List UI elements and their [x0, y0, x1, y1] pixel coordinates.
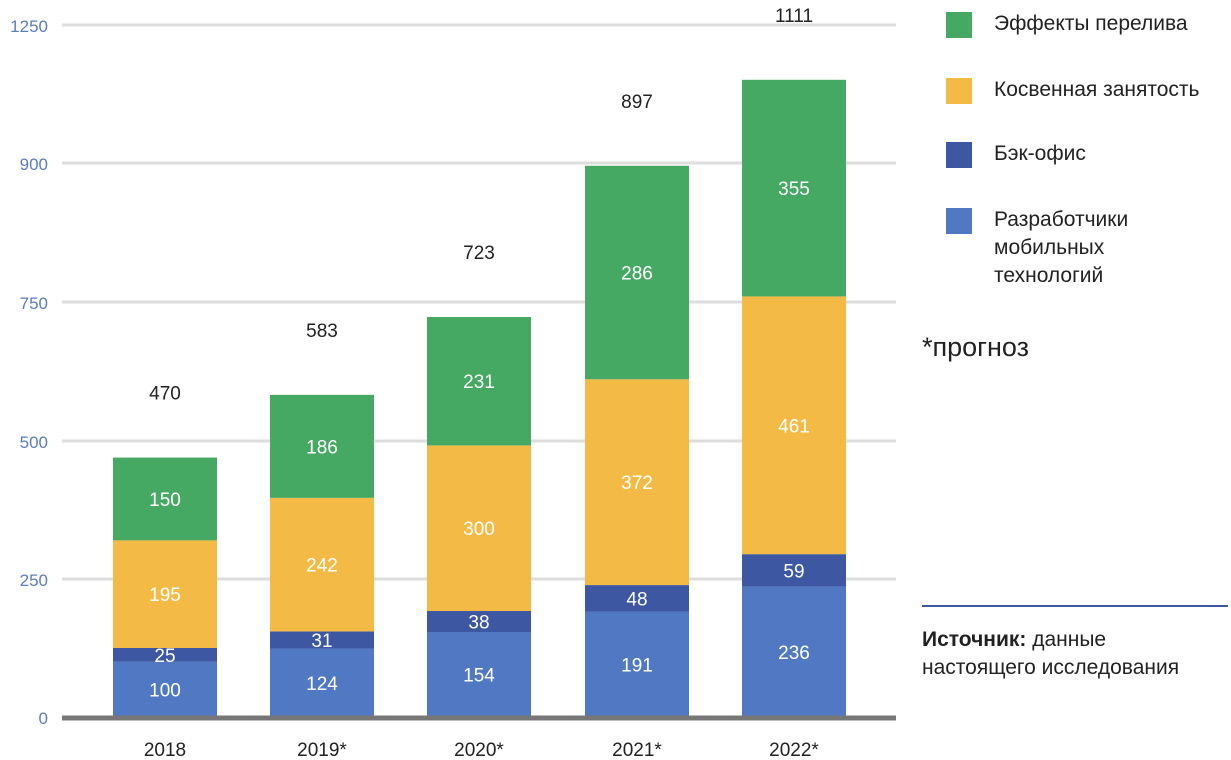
bar-segment-0-3 — [113, 457, 217, 541]
x-tick-label-2: 2020* — [454, 740, 504, 760]
legend-label-spillover: Эффекты перелива — [994, 12, 1188, 35]
bar-segment-1-2 — [270, 497, 374, 632]
bar-segment-2-1 — [427, 611, 531, 632]
total-label-4: 1111 — [775, 6, 813, 27]
bar-segment-0-1 — [113, 648, 217, 662]
bar-segment-0-2 — [113, 540, 217, 648]
total-label-3: 897 — [621, 92, 653, 113]
source-text: Источник: данные настоящего исследования — [922, 626, 1222, 682]
data-label-3-1: 48 — [626, 589, 647, 610]
forecast-note: *прогноз — [922, 332, 1030, 362]
data-label-1-3: 186 — [306, 437, 338, 458]
data-label-1-1: 31 — [311, 631, 332, 652]
x-axis-ticks: 2018 2019* 2020* 2021* 2022* — [144, 740, 820, 760]
total-label-1: 583 — [306, 321, 338, 342]
data-label-3-2: 372 — [621, 473, 653, 494]
bar-segment-0-0 — [113, 661, 217, 717]
data-label-0-3: 150 — [149, 490, 181, 511]
data-label-4-3: 355 — [778, 179, 810, 200]
legend-swatch-backoffice — [946, 142, 972, 168]
data-label-3-3: 286 — [621, 264, 653, 285]
bar-segment-4-1 — [742, 554, 846, 587]
data-label-4-1: 59 — [783, 561, 804, 582]
bar-segment-3-1 — [585, 585, 689, 612]
data-label-0-1: 25 — [154, 646, 175, 667]
total-label-2: 723 — [463, 243, 495, 264]
data-label-2-2: 300 — [463, 519, 495, 540]
bar-segment-1-3 — [270, 394, 374, 498]
bar-segment-2-0 — [427, 631, 531, 717]
segment-labels: 100 25 195 150 124 31 242 186 154 38 300 231 191 48 37… — [149, 179, 810, 701]
bar-segment-3-0 — [585, 611, 689, 717]
x-tick-label-0: 2018 — [144, 740, 186, 760]
data-label-1-2: 242 — [306, 556, 338, 577]
y-tick-label-500: 500 — [20, 433, 48, 452]
x-tick-label-3: 2021* — [612, 740, 662, 760]
data-label-1-0: 124 — [306, 674, 338, 695]
y-tick-label-250: 250 — [20, 571, 48, 590]
y-axis-ticks: 0 250 500 750 900 1250 — [10, 17, 48, 728]
legend-swatch-indirect — [946, 78, 972, 104]
data-label-4-2: 461 — [778, 416, 810, 437]
data-label-4-0: 236 — [778, 643, 810, 664]
source-divider — [922, 605, 1228, 607]
bar-segment-3-2 — [585, 379, 689, 586]
legend-swatch-spillover — [946, 12, 972, 38]
bar-segment-1-1 — [270, 631, 374, 649]
y-tick-label-900: 900 — [20, 155, 48, 174]
legend-label-indirect: Косвенная занятость — [994, 78, 1200, 101]
source-body: данные настоящего исследования — [922, 628, 1180, 679]
x-tick-label-1: 2019* — [297, 740, 347, 760]
bars — [113, 79, 846, 717]
data-label-2-3: 231 — [463, 372, 495, 393]
data-label-0-0: 100 — [149, 680, 181, 701]
bar-segment-1-0 — [270, 648, 374, 717]
bar-segment-4-3 — [742, 79, 846, 297]
stacked-bar-chart: 0 250 500 750 900 1250 100 25 195 150 124 31 242 186… — [10, 6, 896, 760]
legend-label-backoffice: Бэк-офис — [994, 142, 1086, 165]
y-tick-label-750: 750 — [20, 294, 48, 313]
bar-segment-2-3 — [427, 317, 531, 446]
total-labels: 470 583 723 897 1111 — [149, 6, 813, 405]
legend-swatch-developers — [946, 208, 972, 234]
y-tick-label-1250: 1250 — [10, 17, 48, 36]
data-label-3-0: 191 — [621, 655, 653, 676]
x-tick-label-4: 2022* — [769, 740, 819, 760]
bar-segment-4-0 — [742, 586, 846, 717]
legend-label-developers: Разработчики мобильных технологий — [994, 208, 1129, 287]
source-label: Источник: — [922, 628, 1027, 651]
data-label-0-2: 195 — [149, 585, 181, 606]
bar-segment-2-2 — [427, 445, 531, 612]
y-tick-label-0: 0 — [39, 709, 48, 728]
bar-segment-4-2 — [742, 296, 846, 555]
data-label-2-1: 38 — [468, 613, 489, 634]
total-label-0: 470 — [149, 384, 181, 405]
bar-segment-3-3 — [585, 165, 689, 380]
data-label-2-0: 154 — [463, 665, 495, 686]
